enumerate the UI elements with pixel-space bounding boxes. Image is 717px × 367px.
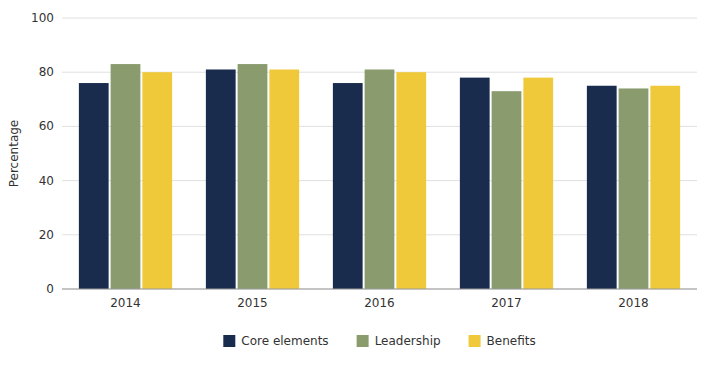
grid-line xyxy=(62,289,697,290)
legend: Core elements Leadership Benefits xyxy=(223,334,535,348)
y-tick-label: 20 xyxy=(39,228,54,242)
bar xyxy=(365,69,395,289)
legend-swatch xyxy=(223,335,235,347)
bar xyxy=(650,86,680,289)
chart: 0 20 40 60 80 100 Percentage 2014 2015 2016 2017 20… xyxy=(0,0,717,367)
grid-line xyxy=(62,18,697,19)
legend-label: Core elements xyxy=(241,334,328,348)
x-tick-label: 2018 xyxy=(618,296,649,310)
bar xyxy=(269,69,299,289)
bar xyxy=(142,72,172,289)
x-tick-label: 2017 xyxy=(491,296,522,310)
y-tick-label: 40 xyxy=(39,174,54,188)
x-tick-label: 2016 xyxy=(364,296,395,310)
bar xyxy=(492,91,522,289)
legend-label: Benefits xyxy=(487,334,536,348)
bar xyxy=(619,88,649,289)
y-tick-label: 100 xyxy=(31,11,54,25)
bar xyxy=(587,86,617,289)
legend-swatch xyxy=(469,335,481,347)
y-tick-label: 80 xyxy=(39,65,54,79)
legend-swatch xyxy=(357,335,369,347)
bar xyxy=(523,78,553,289)
bar xyxy=(111,64,141,289)
bar xyxy=(333,83,363,289)
x-tick-label: 2014 xyxy=(110,296,141,310)
bar xyxy=(396,72,426,289)
legend-label: Leadership xyxy=(375,334,441,348)
y-tick-label: 0 xyxy=(46,282,54,296)
bar xyxy=(238,64,268,289)
y-tick-label: 60 xyxy=(39,119,54,133)
x-axis-line xyxy=(62,289,697,290)
x-tick-label: 2015 xyxy=(237,296,268,310)
bar xyxy=(460,78,490,289)
y-axis-label: Percentage xyxy=(7,120,21,188)
bar xyxy=(79,83,109,289)
bar xyxy=(206,69,236,289)
